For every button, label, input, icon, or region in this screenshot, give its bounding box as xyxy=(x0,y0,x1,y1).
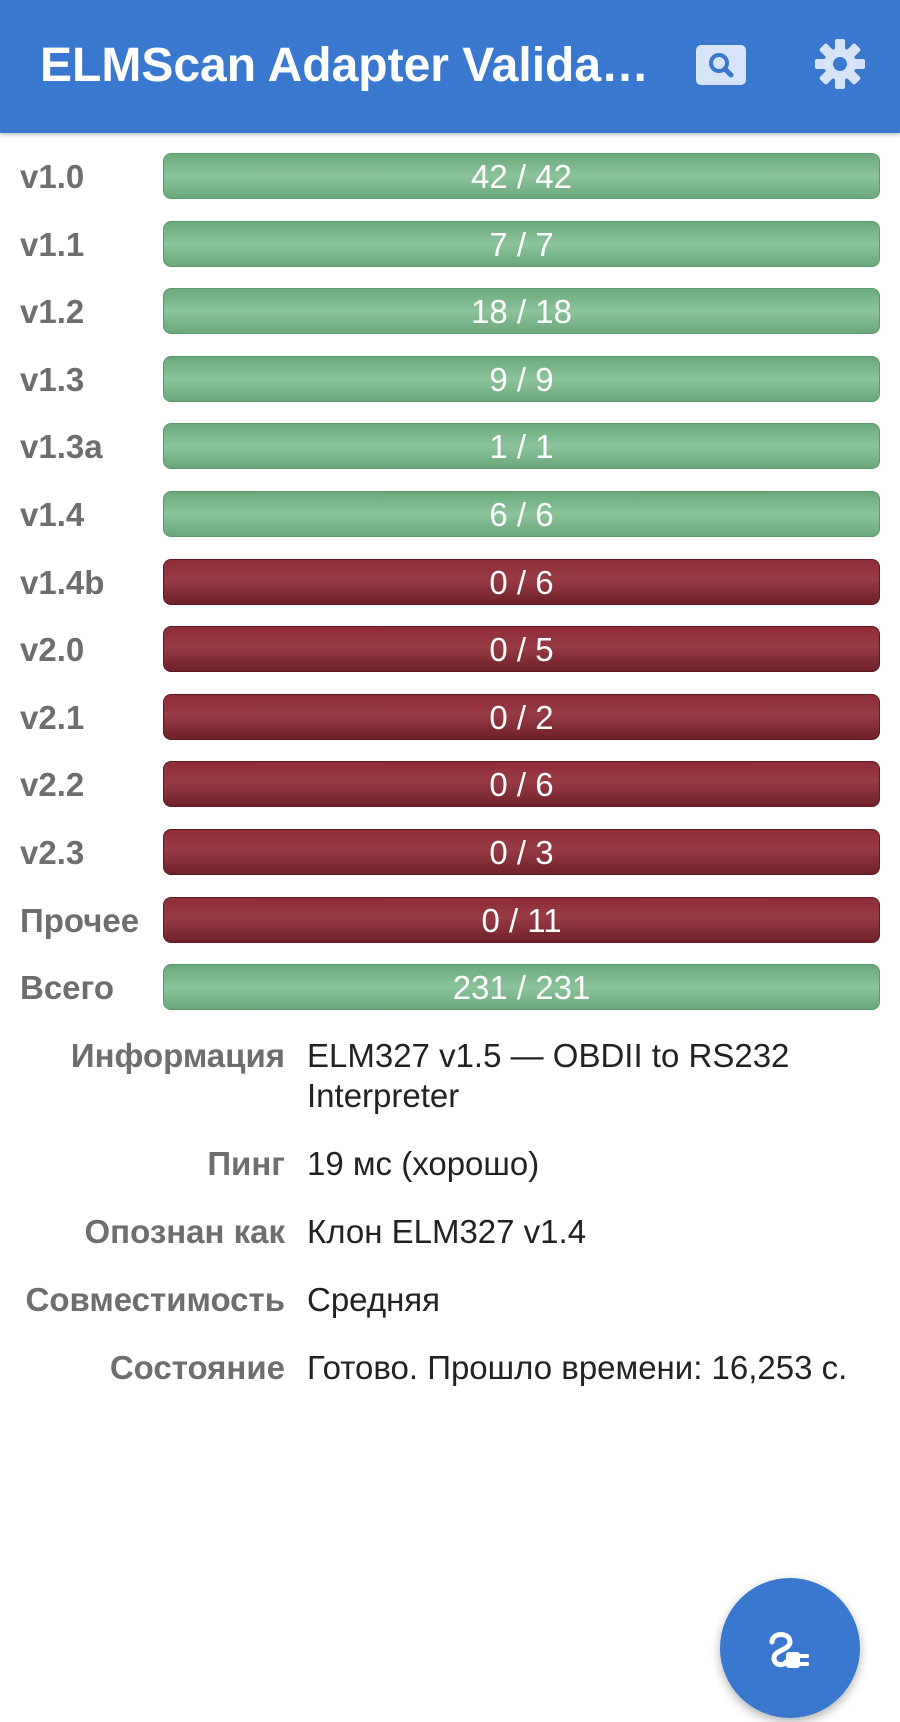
result-row: Прочее 0 / 11 xyxy=(0,896,900,965)
info-row-ping: Пинг 19 мс (хорошо) xyxy=(0,1144,900,1212)
results-list: v1.0 42 / 42 v1.1 7 / 7 v1.2 18 / 18 v1.… xyxy=(0,153,900,1032)
result-row-total: Всего 231 / 231 xyxy=(0,964,900,1032)
result-row: v1.4 6 / 6 xyxy=(0,490,900,559)
settings-button[interactable] xyxy=(812,36,868,92)
result-bar[interactable]: 0 / 6 xyxy=(163,558,880,605)
app-title: ELMScan Adapter Valida… xyxy=(40,39,650,92)
info-value: 19 мс (хорошо) xyxy=(307,1145,540,1182)
result-label: v1.3a xyxy=(20,428,103,466)
result-bar[interactable]: 0 / 6 xyxy=(163,761,880,808)
result-row: v1.3a 1 / 1 xyxy=(0,423,900,491)
result-bar[interactable]: 42 / 42 xyxy=(163,153,880,199)
result-row: v2.1 0 / 2 xyxy=(0,693,900,762)
info-label: Совместимость xyxy=(25,1281,285,1318)
info-value: Готово. Прошло времени: 16,253 с. xyxy=(307,1349,848,1386)
info-label: Пинг xyxy=(207,1145,285,1182)
result-bar[interactable]: 18 / 18 xyxy=(163,288,880,335)
result-label: v1.1 xyxy=(20,225,85,263)
info-value: ELM327 v1.5 — OBDII to RS232 Interpreter xyxy=(307,1037,790,1114)
result-label: v1.2 xyxy=(20,293,85,331)
result-bar[interactable]: 0 / 5 xyxy=(163,626,880,673)
info-row-status: Состояние Готово. Прошло времени: 16,253… xyxy=(0,1348,900,1416)
result-row: v1.3 9 / 9 xyxy=(0,355,900,424)
result-row: v1.1 7 / 7 xyxy=(0,220,900,289)
result-bar[interactable]: 0 / 11 xyxy=(163,896,880,943)
info-panel: Информация ELM327 v1.5 — OBDII to RS232 … xyxy=(0,1036,900,1416)
info-row-compatibility: Совместимость Средняя xyxy=(0,1280,900,1348)
result-label: v1.3 xyxy=(20,360,85,398)
result-bar[interactable]: 0 / 2 xyxy=(163,693,880,740)
result-bar[interactable]: 1 / 1 xyxy=(163,423,880,470)
result-label: v2.2 xyxy=(20,766,85,804)
result-label: v2.0 xyxy=(20,631,85,669)
info-value: Средняя xyxy=(307,1281,441,1318)
connect-fab-button[interactable] xyxy=(720,1578,860,1718)
result-label: Всего xyxy=(20,969,115,1007)
result-row: v1.0 42 / 42 xyxy=(0,153,900,221)
result-row: v2.0 0 / 5 xyxy=(0,626,900,694)
info-label: Информация xyxy=(70,1037,285,1074)
result-label: v1.4b xyxy=(20,563,105,601)
result-label: v1.4 xyxy=(20,495,85,533)
result-label: Прочее xyxy=(20,901,140,939)
plug-icon xyxy=(769,1632,809,1668)
result-bar[interactable]: 9 / 9 xyxy=(163,355,880,402)
search-icon xyxy=(696,45,746,85)
info-label: Опознан как xyxy=(84,1213,286,1250)
result-label: v2.3 xyxy=(20,833,85,871)
info-label: Состояние xyxy=(109,1349,285,1386)
info-value: Клон ELM327 v1.4 xyxy=(307,1213,587,1250)
info-row-information: Информация ELM327 v1.5 — OBDII to RS232 … xyxy=(0,1036,900,1144)
result-row: v1.4b 0 / 6 xyxy=(0,558,900,627)
result-label: v2.1 xyxy=(20,698,85,736)
app-bar: ELMScan Adapter Valida… xyxy=(0,0,900,133)
result-label: v1.0 xyxy=(20,158,85,195)
gear-icon xyxy=(815,39,865,89)
result-row: v2.2 0 / 6 xyxy=(0,761,900,829)
result-bar[interactable]: 7 / 7 xyxy=(163,220,880,267)
search-button[interactable] xyxy=(694,42,748,88)
info-row-identified: Опознан как Клон ELM327 v1.4 xyxy=(0,1212,900,1280)
result-bar-total[interactable]: 231 / 231 xyxy=(163,964,880,1011)
result-row: v1.2 18 / 18 xyxy=(0,288,900,356)
result-row: v2.3 0 / 3 xyxy=(0,828,900,897)
result-bar[interactable]: 0 / 3 xyxy=(163,828,880,875)
result-bar[interactable]: 6 / 6 xyxy=(163,490,880,537)
